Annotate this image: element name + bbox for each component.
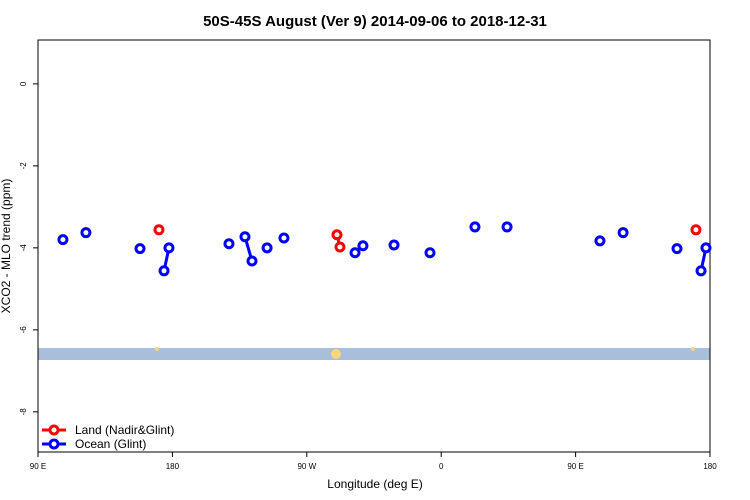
point <box>349 247 361 259</box>
band <box>38 348 710 360</box>
y-tick-label: -2 <box>19 162 28 170</box>
y-axis-label: XCO2 - MLO trend (ppm) <box>0 179 13 314</box>
legend-marker <box>48 438 60 450</box>
point <box>334 241 346 253</box>
x-tick-label: 90 E <box>567 462 583 471</box>
point <box>239 231 251 243</box>
legend: Land (Nadir&Glint)Ocean (Glint) <box>42 423 174 451</box>
point <box>695 265 707 277</box>
y-tick-label: 0 <box>19 81 28 86</box>
y-tick-label: -6 <box>19 326 28 334</box>
point <box>80 227 92 239</box>
point <box>223 238 235 250</box>
chart-title: 50S-45S August (Ver 9) 2014-09-06 to 201… <box>203 13 547 30</box>
point <box>261 242 273 254</box>
legend-marker <box>48 424 60 436</box>
point <box>163 242 175 254</box>
point <box>700 242 712 254</box>
legend-label: Land (Nadir&Glint) <box>75 423 174 437</box>
point <box>501 221 513 233</box>
point <box>134 243 146 255</box>
point <box>690 224 702 236</box>
point <box>594 235 606 247</box>
legend-label: Ocean (Glint) <box>75 437 146 451</box>
sun-icon <box>331 349 341 359</box>
point <box>671 243 683 255</box>
x-tick-label: 0 <box>439 462 444 471</box>
point <box>388 239 400 251</box>
x-axis-label: Longitude (deg E) <box>327 477 422 491</box>
dot <box>155 347 159 351</box>
point <box>617 227 629 239</box>
point <box>57 234 69 246</box>
y-tick-label: -8 <box>19 408 28 416</box>
point <box>331 229 343 241</box>
dot <box>691 347 695 351</box>
point <box>153 224 165 236</box>
y-tick-label: -4 <box>19 244 28 252</box>
point <box>158 265 170 277</box>
point <box>469 221 481 233</box>
point <box>246 255 258 267</box>
x-tick-label: 90 W <box>297 462 316 471</box>
point <box>424 247 436 259</box>
x-tick-label: 90 E <box>30 462 46 471</box>
point <box>357 240 369 252</box>
x-tick-label: 180 <box>703 462 717 471</box>
x-tick-label: 180 <box>166 462 180 471</box>
point <box>278 232 290 244</box>
